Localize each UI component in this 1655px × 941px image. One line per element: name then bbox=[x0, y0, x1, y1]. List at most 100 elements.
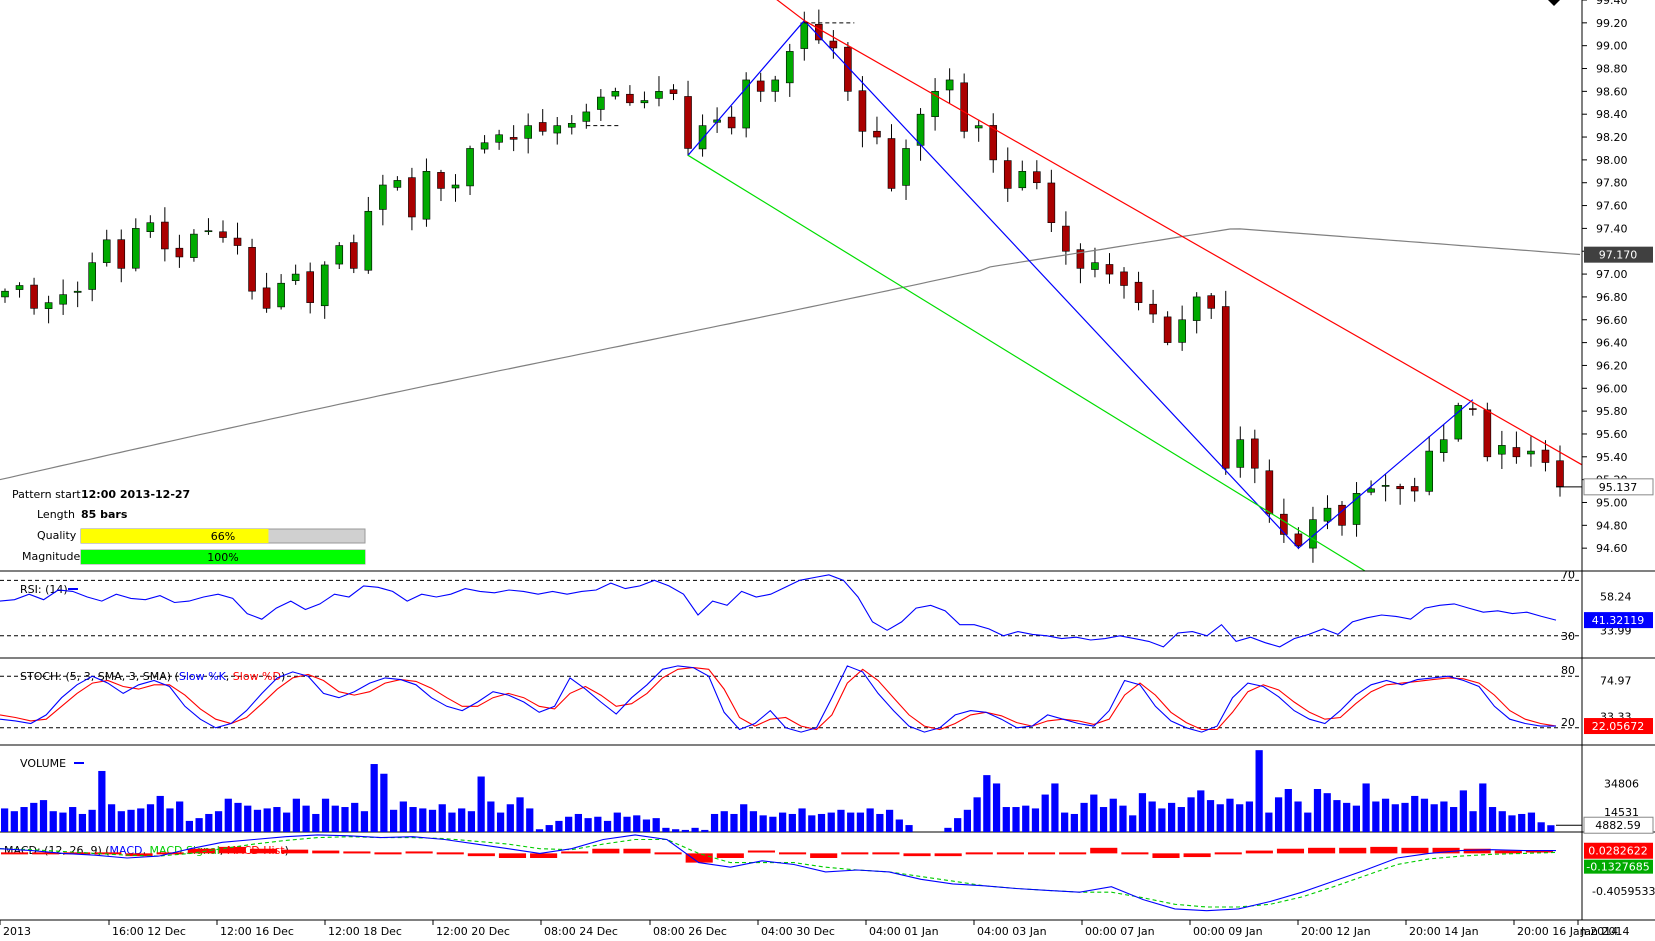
candle-down bbox=[844, 46, 852, 92]
macd-line bbox=[0, 834, 1556, 912]
volume-bar bbox=[730, 813, 738, 832]
volume-bar bbox=[88, 809, 96, 832]
macd-hist-bar bbox=[965, 852, 993, 855]
volume-bar bbox=[117, 811, 125, 832]
candle-up bbox=[567, 123, 576, 128]
volume-bar bbox=[1274, 797, 1283, 832]
candle-up bbox=[320, 264, 329, 307]
candle-down bbox=[626, 93, 634, 104]
candle-down bbox=[1251, 438, 1259, 469]
volume-bar bbox=[642, 819, 651, 832]
macd-hist-bar bbox=[1245, 850, 1273, 854]
volume-bar bbox=[253, 809, 262, 832]
x-tick-label: 20:00 16 Jan 2014 bbox=[1517, 925, 1618, 937]
macd-hist-bar bbox=[872, 852, 900, 855]
stoch-legend-sep: , bbox=[226, 670, 233, 683]
volume-bar bbox=[458, 808, 466, 832]
volume-bar bbox=[390, 809, 398, 832]
candle-up bbox=[422, 171, 431, 220]
volume-bar bbox=[808, 815, 816, 832]
macd-hist-bar bbox=[1525, 850, 1553, 853]
candle-up bbox=[916, 113, 925, 146]
candle-up bbox=[785, 51, 794, 84]
volume-bar bbox=[428, 809, 437, 832]
macd-hist-bar bbox=[1027, 852, 1056, 855]
macd-hist-bar bbox=[654, 852, 682, 855]
volume-bar bbox=[292, 798, 300, 832]
rsi-last-box bbox=[1584, 612, 1653, 629]
candle-down bbox=[887, 138, 896, 189]
volume-bar bbox=[1022, 805, 1030, 832]
volume-bar bbox=[847, 812, 855, 832]
volume-bar bbox=[380, 773, 388, 832]
candle-up bbox=[379, 184, 387, 210]
candle-down bbox=[1120, 271, 1128, 286]
candle-down bbox=[408, 177, 416, 218]
stoch-title: STOCH: (5, 3, SMA, 3, SMA) (Slow %K, Slo… bbox=[20, 670, 285, 683]
price-tick-label: 98.60 bbox=[1596, 85, 1628, 98]
moving-average-line bbox=[0, 228, 1581, 481]
volume-bar bbox=[837, 809, 845, 832]
stoch-k-line bbox=[0, 665, 1556, 733]
volume-bar bbox=[555, 820, 563, 832]
rsi-title: RSI: (14) bbox=[20, 583, 68, 596]
price-tick-label: 94.60 bbox=[1596, 542, 1628, 555]
volume-bar bbox=[166, 808, 174, 832]
length-value: 85 bars bbox=[81, 508, 128, 521]
macd-hist-bar bbox=[1, 852, 29, 855]
volume-bar bbox=[39, 800, 48, 832]
price-tick-label: 94.80 bbox=[1596, 519, 1628, 532]
candle-up bbox=[611, 91, 620, 97]
volume-bar bbox=[331, 805, 339, 832]
volume-bar bbox=[895, 819, 903, 832]
candle-up bbox=[1425, 450, 1434, 492]
macd-hist-bar bbox=[841, 852, 869, 855]
volume-bar bbox=[185, 820, 193, 832]
candle-up bbox=[1367, 488, 1375, 493]
candle-down bbox=[1149, 303, 1157, 315]
volume-bar bbox=[1265, 812, 1273, 832]
candle-down bbox=[175, 247, 184, 258]
price-plot-bg bbox=[0, 0, 1582, 571]
volume-bar bbox=[1450, 807, 1458, 832]
macd-hist-bar bbox=[779, 852, 807, 855]
candle-down bbox=[1410, 486, 1419, 492]
ma-value-box bbox=[1584, 246, 1653, 263]
volume-bar bbox=[1051, 783, 1059, 832]
macd-last-box bbox=[1584, 842, 1653, 859]
candle-down bbox=[437, 172, 445, 189]
candle-down bbox=[1033, 171, 1041, 184]
quality-label: Quality bbox=[37, 529, 77, 542]
pattern-start-label: Pattern start bbox=[12, 488, 81, 501]
macd-hist-bar bbox=[374, 852, 402, 855]
volume-bar bbox=[1070, 813, 1078, 832]
quality-bar-text: 66% bbox=[211, 530, 235, 543]
volume-bar bbox=[205, 813, 213, 832]
macd-hist-bar bbox=[498, 853, 527, 858]
macd-hist-bar bbox=[467, 853, 495, 857]
last-price-label: 95.137 bbox=[1599, 481, 1638, 494]
x-tick-label: 2013 bbox=[3, 925, 31, 937]
volume-bar bbox=[341, 807, 349, 832]
volume-bar bbox=[419, 808, 427, 832]
volume-tick-label: 14531 bbox=[1604, 806, 1639, 819]
macd-hist-bar bbox=[1370, 846, 1398, 854]
candle-up bbox=[698, 125, 707, 150]
candle-up bbox=[1527, 450, 1535, 455]
magnitude-label: Magnitude bbox=[22, 550, 81, 563]
volume-bar bbox=[1255, 750, 1263, 832]
volume-bar bbox=[234, 802, 242, 832]
volume-bar bbox=[1401, 802, 1409, 832]
macd-hist-bar bbox=[343, 851, 371, 854]
candle-down bbox=[1047, 182, 1056, 223]
volume-bar bbox=[1294, 801, 1302, 832]
volume-bar bbox=[506, 804, 514, 832]
volume-bar bbox=[1012, 807, 1020, 832]
volume-bar bbox=[584, 818, 592, 832]
macd-hist-bar bbox=[187, 848, 215, 854]
pattern-start-value: 12:00 2013-12-27 bbox=[81, 488, 190, 501]
pattern-info-box: Pattern start 12:00 2013-12-27 Length 85… bbox=[12, 488, 366, 565]
